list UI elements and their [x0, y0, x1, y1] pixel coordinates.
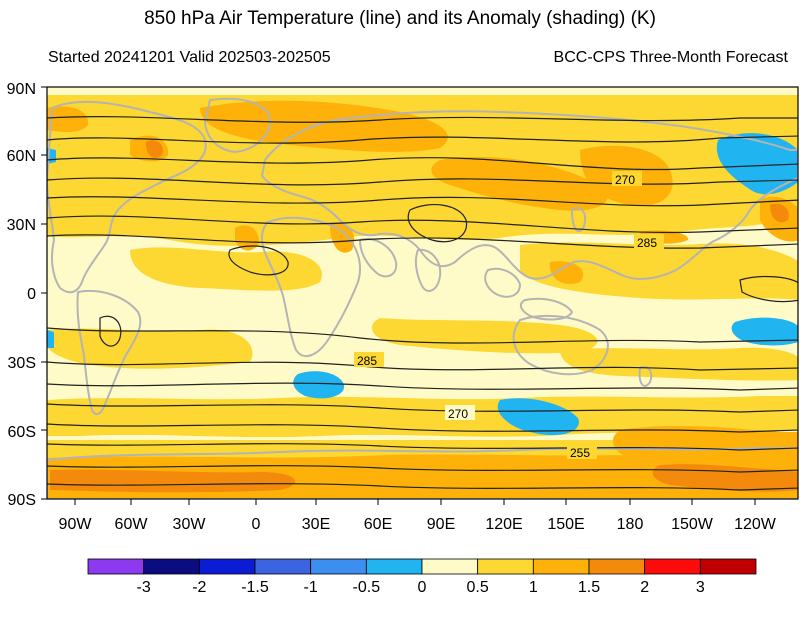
colorbar-swatch: [644, 558, 701, 575]
lon-label-0: 0: [252, 516, 261, 533]
colorbar-label: 1.5: [578, 579, 600, 596]
map-panel: 270 285 285 270 255: [47, 87, 798, 499]
colorbar-swatch: [532, 558, 590, 575]
temperature-contours: [47, 116, 798, 491]
colorbar-label: 1: [529, 579, 538, 596]
colorbar-label: 3: [696, 579, 705, 596]
colorbar-label: 0: [418, 579, 427, 596]
colorbar-swatch: [143, 558, 200, 575]
lon-label-60e: 60E: [364, 516, 392, 533]
lat-label-90n: 90N: [7, 81, 36, 98]
colorbar-swatch: [310, 558, 367, 575]
chart-title: 850 hPa Air Temperature (line) and its A…: [144, 8, 656, 29]
lon-label-30e: 30E: [302, 516, 330, 533]
lon-label-90e: 90E: [427, 516, 455, 533]
lon-label-120e: 120E: [485, 516, 522, 533]
model-name: BCC-CPS Three-Month Forecast: [553, 49, 788, 66]
colorbar-swatch: [588, 558, 646, 575]
lon-label-120w: 120W: [734, 516, 777, 533]
anomaly-blue: [47, 133, 798, 436]
forecast-dates: Started 20241201 Valid 202503-202505: [48, 49, 331, 66]
lon-label-150w: 150W: [671, 516, 714, 533]
lat-labels: 90N 60N 30N 0 30S 60S 90S: [7, 81, 36, 509]
contour-label-group: 270 285 285 270 255: [354, 171, 664, 460]
colorbar-label: -2: [192, 579, 206, 596]
contour-label-285-north: 285: [637, 236, 657, 250]
lon-axis: [74, 499, 756, 505]
colorbar-swatch: [254, 558, 312, 575]
colorbar-label: -3: [137, 579, 151, 596]
colorbar-swatch: [421, 558, 479, 575]
lat-label-60n: 60N: [7, 148, 36, 165]
colorbar-swatch: [477, 558, 534, 575]
colorbar-swatch: [198, 558, 256, 575]
colorbar-label: -1: [304, 579, 318, 596]
lat-label-30s: 30S: [8, 355, 36, 372]
colorbar-swatch: [699, 558, 757, 575]
colorbar-label: 2: [640, 579, 649, 596]
contour-label-255: 255: [570, 446, 590, 460]
contour-label-285-south: 285: [357, 354, 377, 368]
lat-axis: [41, 86, 47, 500]
colorbar-swatch: [365, 558, 423, 575]
colorbar: [87, 558, 757, 575]
colorbar-label: -1.5: [241, 579, 269, 596]
coastlines: [47, 97, 798, 499]
lon-labels: 90W 60W 30W 0 30E 60E 90E 120E 150E 180 …: [59, 516, 777, 533]
lon-label-60w: 60W: [115, 516, 149, 533]
lon-label-150e: 150E: [547, 516, 584, 533]
colorbar-label: -0.5: [353, 579, 381, 596]
lon-label-180: 180: [617, 516, 644, 533]
lat-label-eq: 0: [27, 286, 36, 303]
lat-label-30n: 30N: [7, 217, 36, 234]
contour-label-270-south: 270: [448, 407, 468, 421]
lat-label-60s: 60S: [8, 424, 36, 441]
colorbar-label: 0.5: [467, 579, 489, 596]
lat-label-90s: 90S: [8, 492, 36, 509]
lon-label-30w: 30W: [173, 516, 207, 533]
colorbar-swatch: [87, 558, 145, 575]
contour-label-270-north: 270: [615, 173, 635, 187]
lon-label-90w: 90W: [59, 516, 93, 533]
colorbar-labels: -3 -2 -1.5 -1 -0.5 0 0.5 1 1.5 2 3: [137, 579, 705, 596]
